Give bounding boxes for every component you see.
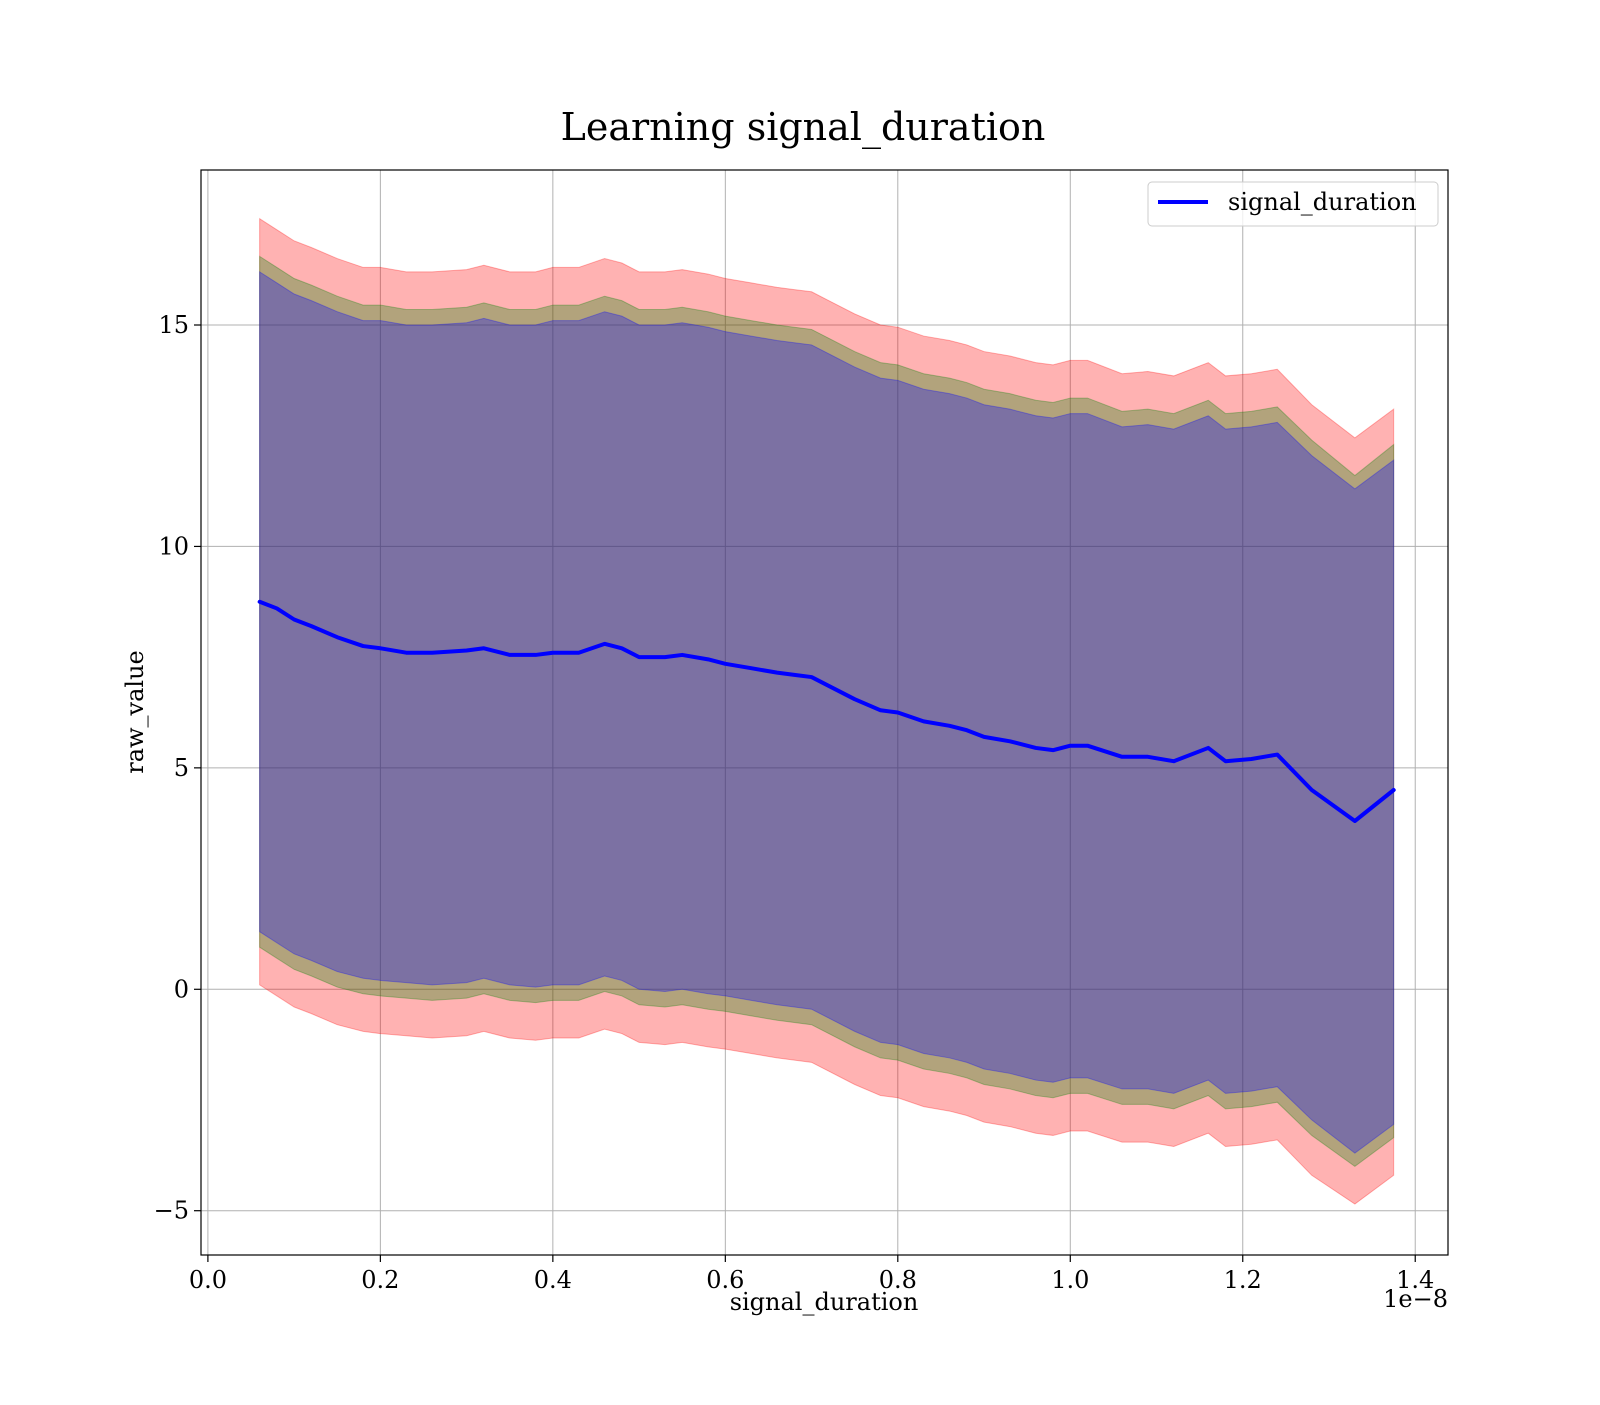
x-tick-label: 0.2 xyxy=(361,1266,399,1294)
x-tick-label: 0.0 xyxy=(189,1266,227,1294)
y-tick-label: −5 xyxy=(154,1197,189,1225)
x-tick-label: 1.4 xyxy=(1396,1266,1434,1294)
confidence-bands xyxy=(259,217,1395,1205)
confidence-band-2 xyxy=(259,255,1395,1168)
y-tick-label: 5 xyxy=(174,754,189,782)
chart-title: Learning signal_duration xyxy=(561,105,1046,150)
confidence-band-1 xyxy=(259,217,1395,1205)
series-line-1 xyxy=(257,599,1396,823)
x-tick-label: 1.0 xyxy=(1051,1266,1089,1294)
grid xyxy=(201,170,1448,1255)
x-tick-label: 0.4 xyxy=(534,1266,572,1294)
legend: signal_duration xyxy=(1147,181,1439,227)
x-tick-label: 1.2 xyxy=(1224,1266,1262,1294)
x-tick-label: 0.6 xyxy=(706,1266,744,1294)
y-axis-label: raw_value xyxy=(121,650,149,774)
series-lines xyxy=(257,599,1396,823)
y-tick-label: 0 xyxy=(174,975,189,1003)
legend-label: signal_duration xyxy=(1228,188,1417,216)
confidence-band-3 xyxy=(259,270,1395,1154)
x-tick-label: 0.8 xyxy=(879,1266,917,1294)
x-axis-label: signal_duration xyxy=(730,1288,919,1316)
y-tick-label: 10 xyxy=(158,532,189,560)
y-tick-label: 15 xyxy=(158,311,189,339)
y-axis-ticks: −5 0 5 10 15 xyxy=(154,311,201,1225)
plot-frame xyxy=(200,169,1449,1256)
x-axis-ticks: 0.0 0.2 0.4 0.6 0.8 1.0 1.2 1.4 xyxy=(189,1255,1434,1294)
x-axis-offset-label: 1e−8 xyxy=(1383,1285,1448,1313)
legend-box xyxy=(1147,181,1439,227)
